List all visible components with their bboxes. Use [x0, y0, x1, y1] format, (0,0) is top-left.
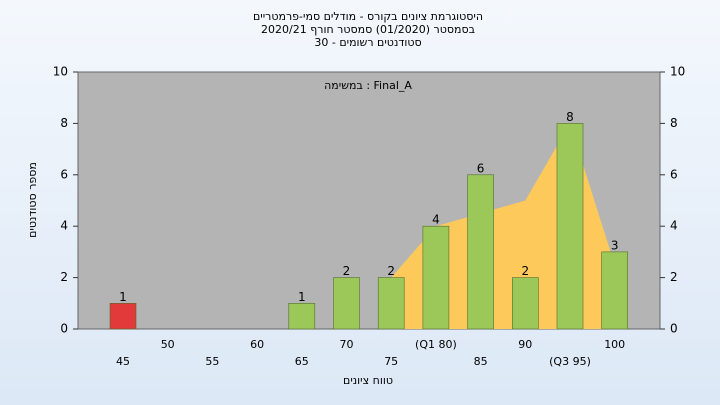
- x-tick-label: 75: [384, 355, 398, 368]
- data-label: 4: [432, 213, 440, 227]
- data-label: 1: [298, 290, 306, 304]
- x-tick-label: 85: [474, 355, 488, 368]
- y-tick-label: 4: [60, 219, 68, 233]
- y-tick-label: 6: [60, 167, 68, 181]
- y2-tick-label: 4: [670, 219, 678, 233]
- x-tick-label: 50: [161, 338, 175, 351]
- y2-tick-label: 10: [670, 65, 685, 79]
- x-tick-label: 90: [518, 338, 532, 351]
- data-label: 2: [521, 264, 529, 278]
- bar: [288, 302, 316, 330]
- y2-tick-label: 6: [670, 167, 678, 181]
- x-tick-label: 45: [116, 355, 130, 368]
- y-axis-label: מספר סטודנטים: [26, 162, 39, 238]
- x-tick-label: 60: [250, 338, 264, 351]
- x-axis-label: טווח ציונים: [343, 374, 393, 387]
- bar: [601, 251, 629, 330]
- y2-tick-label: 0: [670, 322, 678, 336]
- bar: [467, 174, 494, 330]
- y-tick-label: 2: [60, 270, 68, 284]
- bar: [511, 277, 539, 330]
- x-tick-label: (Q1 80): [415, 338, 457, 351]
- y-tick-label: 0: [60, 322, 68, 336]
- title-line: בסמסטר (01/2020) סמסטר חורף 2020/21: [261, 23, 475, 36]
- data-label: 8: [566, 110, 574, 124]
- x-tick-label: 100: [604, 338, 625, 351]
- x-tick-label: 70: [340, 338, 354, 351]
- bar: [109, 302, 137, 330]
- bar: [377, 277, 405, 330]
- x-tick-label: 65: [295, 355, 309, 368]
- y-tick-label: 10: [53, 65, 68, 79]
- bar: [422, 225, 450, 330]
- x-tick-label: (Q3 95): [549, 355, 591, 368]
- data-label: 2: [387, 264, 395, 278]
- title-line: היסטוגרמת ציונים בקורס - מודלים סמי-פרמט…: [253, 10, 483, 23]
- data-label: 3: [611, 238, 619, 252]
- data-label: 2: [343, 264, 351, 278]
- y2-tick-label: 8: [670, 116, 678, 130]
- bar: [333, 277, 360, 330]
- y2-tick-label: 2: [670, 270, 678, 284]
- data-label: 1: [119, 290, 127, 304]
- data-label: 6: [477, 161, 485, 175]
- bar: [556, 123, 584, 330]
- x-tick-label: 55: [205, 355, 219, 368]
- title-line: סטודנטים רשומים - 30: [314, 36, 421, 49]
- y-tick-label: 8: [60, 116, 68, 130]
- annotation: Final_A : במשימה: [324, 79, 412, 92]
